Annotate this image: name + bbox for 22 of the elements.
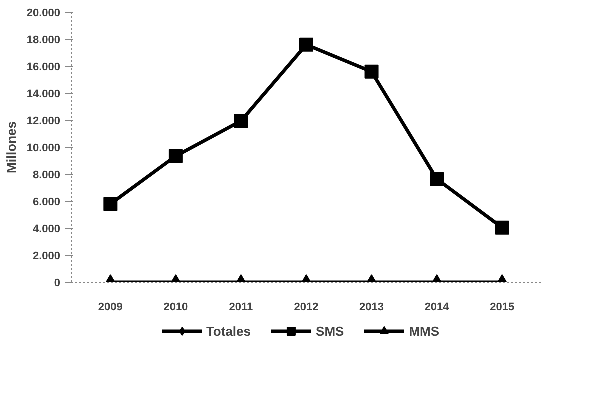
x-tick-label: 2011: [229, 302, 254, 314]
y-tick-label: 10.000: [26, 142, 61, 154]
legend-label: SMS: [316, 324, 344, 338]
y-tick-label: 16.000: [26, 62, 61, 74]
y-tick-label: 2.000: [32, 250, 61, 262]
x-tick-label: 2012: [294, 302, 319, 314]
y-tick-label: 12.000: [26, 116, 61, 128]
x-tick-label: 2009: [98, 302, 123, 314]
x-tick-label: 2014: [424, 302, 450, 314]
x-tick-label: 2013: [360, 302, 384, 314]
y-tick-label: 8.000: [32, 170, 61, 182]
y-axis-title: Millones: [4, 121, 19, 174]
y-tick-label: 4.000: [32, 224, 61, 236]
x-tick-label: 2015: [490, 302, 515, 314]
y-tick-label: 0: [54, 278, 61, 290]
legend-label: Totales: [206, 324, 252, 338]
y-tick-label: 6.000: [32, 196, 61, 208]
y-tick-label: 20.000: [26, 8, 61, 20]
y-tick-label: 18.000: [26, 34, 61, 46]
y-tick-label: 14.000: [26, 88, 61, 100]
x-tick-label: 2010: [164, 302, 188, 314]
legend-label: MMS: [409, 324, 440, 338]
